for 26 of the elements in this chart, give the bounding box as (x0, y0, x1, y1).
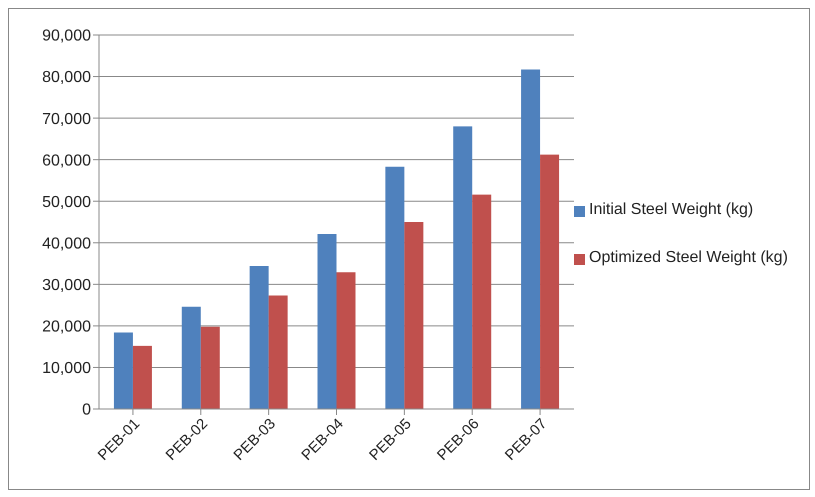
y-tick-label: 50,000 (42, 194, 92, 211)
bar (336, 272, 356, 409)
y-tick-label: 30,000 (42, 277, 92, 294)
y-tick-label: 10,000 (42, 360, 92, 378)
legend-label: Initial Steel Weight (kg) (589, 201, 754, 219)
bar (404, 222, 424, 409)
bar (385, 166, 404, 409)
bar (250, 266, 269, 409)
bar (472, 194, 492, 409)
bar (114, 332, 133, 409)
y-tick-label: 80,000 (42, 69, 92, 86)
y-tick-label: 60,000 (42, 152, 92, 170)
bar (182, 306, 201, 409)
y-tick-label: 40,000 (42, 235, 92, 252)
y-tick-label: 0 (82, 402, 92, 419)
bar (132, 346, 152, 409)
bar (318, 234, 336, 409)
y-tick-label: 20,000 (42, 318, 92, 336)
y-tick-label: 90,000 (42, 28, 92, 45)
bar (521, 69, 540, 409)
bar (268, 296, 288, 409)
bar (200, 326, 220, 409)
bar (540, 154, 560, 409)
legend-label: Optimized Steel Weight (kg) (589, 249, 788, 267)
bar (453, 126, 472, 409)
y-tick-label: 70,000 (42, 110, 92, 128)
